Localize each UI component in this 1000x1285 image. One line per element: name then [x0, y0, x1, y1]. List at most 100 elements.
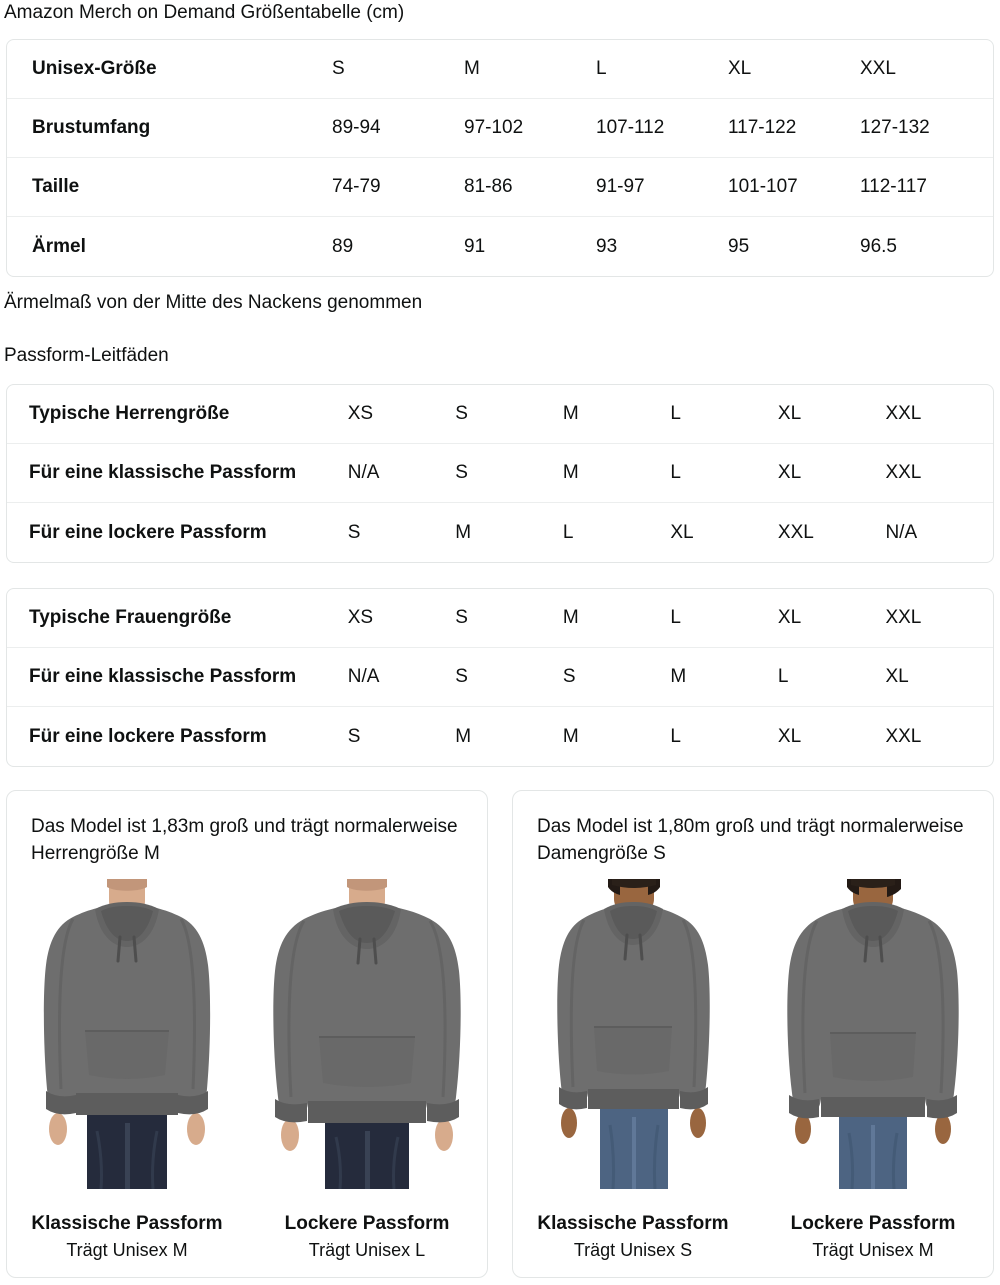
- table-row: Für eine klassische Passform N/A S S M L…: [7, 648, 993, 707]
- row-label: Unisex-Größe: [32, 58, 157, 79]
- table-cell: L: [596, 58, 607, 79]
- table-cell: XS: [347, 607, 374, 628]
- model-captions-women: Klassische Passform Trägt Unisex S Locke…: [513, 1211, 993, 1263]
- male-model-loose-fit-image: [273, 879, 461, 1189]
- fit-guides-title: Passform-Leitfäden: [4, 345, 169, 366]
- model-captions-men: Klassische Passform Trägt Unisex M Locke…: [7, 1211, 487, 1263]
- table-row: Für eine lockere Passform S M L XL XXL N…: [7, 503, 993, 562]
- table-cell: M: [455, 725, 472, 747]
- table-cell: XL: [670, 521, 694, 543]
- model-card-women: Das Model ist 1,80m groß und trägt norma…: [512, 790, 994, 1278]
- table-cell: XL: [885, 666, 909, 687]
- caption-classic-men: Klassische Passform Trägt Unisex M: [7, 1211, 247, 1263]
- table-cell: XL: [777, 725, 802, 747]
- table-cell: S: [455, 462, 468, 483]
- row-label: Typische Herrengröße: [29, 403, 230, 424]
- table-cell: XXL: [885, 725, 922, 747]
- fit-subtitle: Trägt Unisex L: [308, 1240, 426, 1260]
- fit-guide-table-men: Typische Herrengröße XS S M L XL XXL Für…: [6, 384, 994, 563]
- table-cell: M: [562, 607, 579, 628]
- table-cell: M: [562, 462, 579, 483]
- row-label: Für eine klassische Passform: [29, 666, 297, 687]
- caption-classic-women: Klassische Passform Trägt Unisex S: [513, 1211, 753, 1263]
- table-cell: N/A: [885, 521, 918, 543]
- page-title: Amazon Merch on Demand Größentabelle (cm…: [4, 2, 405, 23]
- row-label: Brustumfang: [32, 117, 151, 138]
- table-cell: XL: [777, 462, 802, 483]
- model-figure-classic-men: [7, 879, 247, 1189]
- model-figure-loose-men: [247, 879, 487, 1189]
- table-cell: S: [562, 666, 576, 687]
- fit-subtitle: Trägt Unisex M: [812, 1240, 934, 1260]
- table-cell: XXL: [885, 462, 922, 483]
- table-cell: L: [777, 666, 789, 687]
- table-cell: 91-97: [596, 176, 645, 197]
- table-cell: N/A: [347, 666, 380, 687]
- table-cell: L: [670, 725, 681, 747]
- table-row: Typische Frauengröße XS S M L XL XXL: [7, 589, 993, 648]
- fit-title: Lockere Passform: [790, 1213, 956, 1234]
- table-cell: XL: [777, 403, 802, 424]
- caption-loose-women: Lockere Passform Trägt Unisex M: [753, 1211, 993, 1263]
- table-row: Für eine lockere Passform S M M L XL XXL: [7, 707, 993, 766]
- table-cell: 127-132: [860, 117, 930, 138]
- table-cell: 107-112: [596, 117, 665, 138]
- fit-guide-table-women: Typische Frauengröße XS S M L XL XXL Für…: [6, 588, 994, 767]
- table-cell: 89-94: [332, 117, 381, 138]
- female-model-loose-fit-image: [787, 879, 959, 1189]
- table-cell: L: [562, 521, 574, 543]
- table-cell: XXL: [885, 607, 922, 628]
- table-row: Ärmel 89 91 93 95 96.5: [7, 217, 993, 276]
- model-card-men: Das Model ist 1,83m groß und trägt norma…: [6, 790, 488, 1278]
- unisex-size-table: Unisex-Größe S M L XL XXL Brustumfang 89…: [6, 39, 994, 277]
- table-cell: XXL: [885, 403, 922, 424]
- male-model-classic-fit-image: [43, 879, 211, 1189]
- table-cell: M: [464, 58, 480, 79]
- table-cell: 112-117: [860, 176, 927, 197]
- model-figures-women: [513, 879, 993, 1189]
- table-cell: S: [455, 666, 468, 687]
- sleeve-measurement-note: Ärmelmaß von der Mitte des Nackens genom…: [4, 292, 423, 313]
- row-label: Für eine klassische Passform: [29, 462, 297, 483]
- model-figure-classic-women: [513, 879, 753, 1189]
- table-cell: M: [670, 666, 687, 687]
- row-label: Typische Frauengröße: [29, 607, 232, 628]
- table-cell: 81-86: [464, 176, 513, 197]
- row-label: Taille: [32, 176, 80, 197]
- table-cell: 97-102: [464, 117, 524, 138]
- table-cell: 96.5: [860, 235, 897, 257]
- row-label: Für eine lockere Passform: [29, 521, 267, 543]
- table-cell: 101-107: [728, 176, 798, 197]
- table-cell: M: [562, 403, 579, 424]
- table-row: Unisex-Größe S M L XL XXL: [7, 40, 993, 99]
- table-row: Brustumfang 89-94 97-102 107-112 117-122…: [7, 99, 993, 158]
- table-cell: 74-79: [332, 176, 381, 197]
- model-figure-loose-women: [753, 879, 993, 1189]
- table-cell: S: [347, 725, 361, 747]
- table-cell: M: [455, 521, 472, 543]
- table-row: Für eine klassische Passform N/A S M L X…: [7, 444, 993, 503]
- model-card-women-heading: Das Model ist 1,80m groß und trägt norma…: [537, 816, 964, 864]
- fit-subtitle: Trägt Unisex M: [66, 1240, 188, 1260]
- row-label: Für eine lockere Passform: [29, 725, 267, 747]
- table-cell: L: [670, 462, 681, 483]
- fit-title: Lockere Passform: [284, 1213, 450, 1234]
- fit-subtitle: Trägt Unisex S: [573, 1240, 693, 1260]
- table-cell: XL: [777, 607, 802, 628]
- table-cell: S: [455, 403, 468, 424]
- table-cell: S: [332, 58, 345, 79]
- table-cell: 117-122: [728, 117, 797, 138]
- table-cell: L: [670, 607, 681, 628]
- table-cell: XXL: [860, 58, 896, 79]
- fit-title: Klassische Passform: [31, 1213, 223, 1234]
- table-cell: XXL: [777, 521, 814, 543]
- table-cell: 95: [728, 235, 750, 257]
- table-cell: N/A: [347, 462, 380, 483]
- caption-loose-men: Lockere Passform Trägt Unisex L: [247, 1211, 487, 1263]
- table-row: Taille 74-79 81-86 91-97 101-107 112-117: [7, 158, 993, 217]
- table-cell: S: [347, 521, 361, 543]
- table-row: Typische Herrengröße XS S M L XL XXL: [7, 385, 993, 444]
- table-cell: 89: [332, 235, 354, 257]
- table-cell: XL: [728, 58, 752, 79]
